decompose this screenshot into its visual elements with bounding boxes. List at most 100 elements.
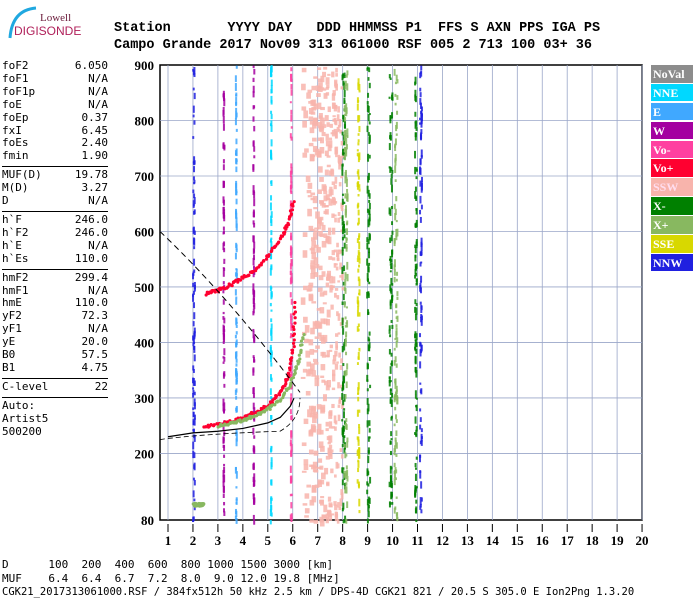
noise-mark <box>223 371 226 376</box>
noise-mark <box>342 399 345 406</box>
noise-mark <box>419 122 422 125</box>
noise-mark <box>420 149 423 158</box>
noise-mark <box>290 73 293 79</box>
noise-mark <box>325 92 330 96</box>
noise-mark <box>235 396 238 400</box>
noise-mark <box>344 278 347 286</box>
noise-mark <box>414 346 417 350</box>
noise-mark <box>390 259 393 263</box>
x-tick-label: 10 <box>386 533 399 545</box>
noise-mark <box>269 302 272 307</box>
noise-mark <box>337 124 341 128</box>
noise-mark <box>234 467 237 474</box>
noise-mark <box>289 439 292 445</box>
noise-mark <box>419 389 422 394</box>
noise-mark <box>309 519 315 523</box>
param-row: yF2 72.3 <box>2 309 108 323</box>
noise-mark <box>222 123 225 131</box>
noise-mark <box>390 234 393 242</box>
noise-mark <box>319 519 325 527</box>
noise-mark <box>368 193 371 199</box>
trace-point <box>283 230 287 234</box>
noise-mark <box>313 322 319 326</box>
noise-mark <box>332 359 336 365</box>
noise-mark <box>235 438 238 447</box>
noise-mark <box>415 208 418 215</box>
noise-mark <box>306 369 311 377</box>
noise-mark <box>395 385 398 392</box>
noise-mark <box>369 476 372 484</box>
noise-mark <box>396 337 399 343</box>
noise-mark <box>414 473 417 481</box>
noise-mark <box>270 422 273 425</box>
noise-mark <box>415 278 418 282</box>
noise-mark <box>309 248 315 251</box>
noise-mark <box>321 131 326 137</box>
noise-mark <box>338 352 341 358</box>
noise-mark <box>327 144 332 152</box>
noise-mark <box>389 441 392 445</box>
noise-mark <box>192 516 195 522</box>
noise-mark <box>341 393 344 400</box>
noise-mark <box>367 77 370 81</box>
noise-mark <box>419 87 422 92</box>
noise-mark <box>305 175 311 183</box>
noise-mark <box>366 408 369 415</box>
noise-mark <box>253 241 256 249</box>
noise-mark <box>302 368 308 373</box>
noise-mark <box>270 139 273 147</box>
noise-mark <box>290 67 293 72</box>
noise-mark <box>330 189 334 196</box>
noise-mark <box>307 285 313 292</box>
noise-mark <box>235 370 238 378</box>
noise-mark <box>395 196 398 202</box>
divider <box>2 210 108 212</box>
noise-mark <box>335 73 338 77</box>
noise-mark <box>366 362 369 370</box>
noise-mark <box>393 68 396 76</box>
noise-mark <box>306 92 311 99</box>
noise-mark <box>419 470 422 479</box>
noise-mark <box>252 463 255 470</box>
noise-mark <box>414 111 417 117</box>
noise-mark <box>322 394 327 402</box>
trace-point <box>246 273 251 277</box>
param-value: 57.5 <box>81 348 109 362</box>
noise-mark <box>334 292 337 298</box>
noise-mark <box>396 512 399 520</box>
trace-point <box>293 316 297 320</box>
noise-mark <box>313 207 318 210</box>
divider <box>2 268 108 270</box>
noise-mark <box>290 176 293 183</box>
noise-mark <box>234 252 237 260</box>
noise-mark <box>222 361 225 364</box>
noise-mark <box>328 435 333 443</box>
noise-mark <box>328 189 332 197</box>
noise-mark <box>193 398 196 406</box>
noise-mark <box>357 300 360 307</box>
noise-mark <box>394 179 397 182</box>
noise-mark <box>345 331 348 337</box>
noise-mark <box>325 513 329 520</box>
noise-mark <box>415 404 418 412</box>
noise-mark <box>390 167 393 171</box>
noise-mark <box>235 355 238 360</box>
noise-mark <box>317 423 322 430</box>
noise-mark <box>324 205 329 208</box>
noise-mark <box>252 190 255 194</box>
noise-mark <box>289 133 292 139</box>
trace-point <box>290 348 295 352</box>
noise-mark <box>342 115 345 123</box>
noise-mark <box>340 175 343 179</box>
noise-mark <box>395 442 398 449</box>
noise-mark <box>394 157 397 166</box>
noise-mark <box>368 342 371 349</box>
param-row: B1 4.75 <box>2 361 108 375</box>
noise-mark <box>290 371 293 377</box>
noise-mark <box>253 357 255 363</box>
noise-mark <box>340 207 344 212</box>
noise-mark <box>222 159 225 164</box>
noise-mark <box>341 301 344 306</box>
noise-mark <box>357 483 360 489</box>
noise-mark <box>290 235 293 241</box>
